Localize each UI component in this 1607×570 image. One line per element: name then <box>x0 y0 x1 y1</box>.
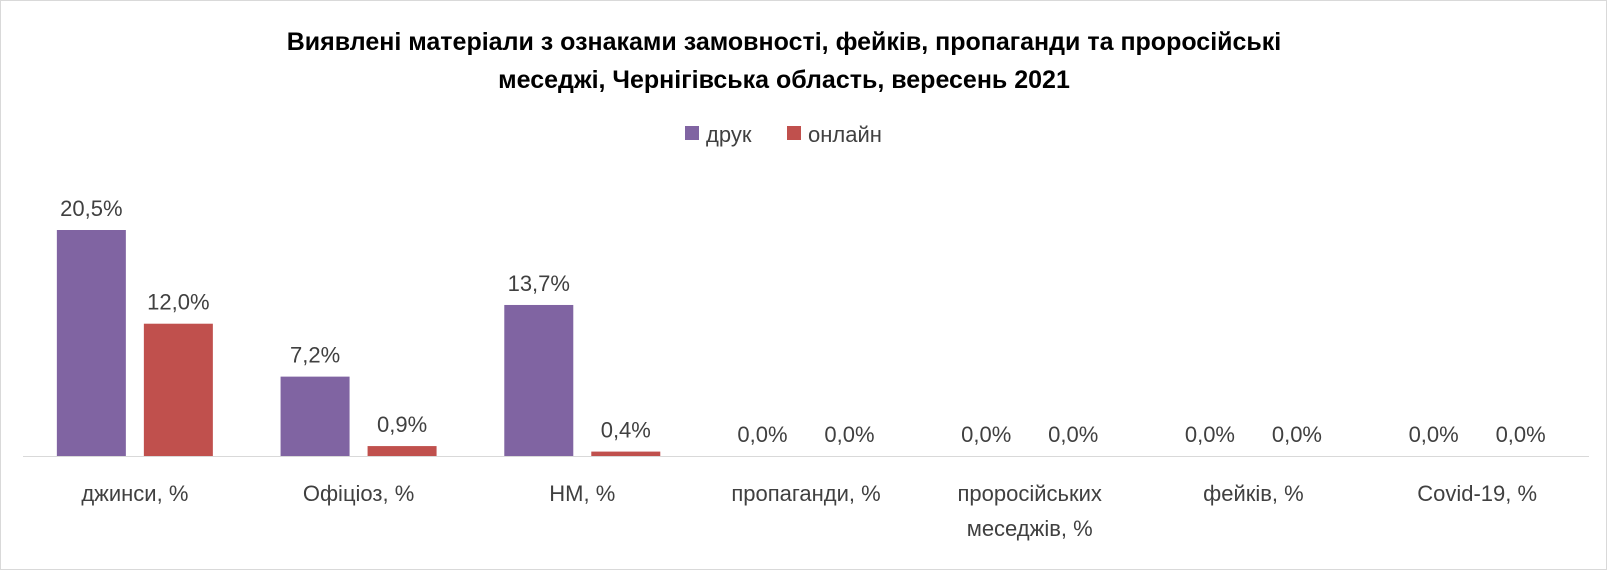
data-label-druk-2: 7,2% <box>290 343 340 368</box>
data-label-druk-1: 20,5% <box>60 196 122 221</box>
bar-druk-1 <box>56 230 126 456</box>
legend-swatch-1 <box>685 126 699 140</box>
data-label-online-5: 0,0% <box>1048 422 1098 447</box>
category-label-4: пропаганди, % <box>731 481 880 506</box>
data-labels: 20,5% 12,0% 7,2% 0,9% 13,7% 0,4% 0,0% 0,0% 0,0% 0… <box>60 196 1546 447</box>
data-label-online-6: 0,0% <box>1272 422 1322 447</box>
bar-online-3 <box>591 451 661 456</box>
chart-legend: друк онлайн <box>685 122 882 147</box>
bar-druk-2 <box>280 376 350 456</box>
data-label-druk-6: 0,0% <box>1185 422 1235 447</box>
data-label-online-4: 0,0% <box>824 422 874 447</box>
chart-title-line-2: меседжі, Чернігівська область, вересень … <box>498 66 1070 94</box>
category-label-5-line-2: меседжів, % <box>967 516 1093 541</box>
data-label-druk-3: 13,7% <box>508 271 570 296</box>
legend-label-1: друк <box>706 122 752 147</box>
category-label-5-line-1: проросійських <box>958 481 1102 506</box>
data-label-online-2: 0,9% <box>377 412 427 437</box>
data-label-online-1: 12,0% <box>147 290 209 315</box>
data-label-online-7: 0,0% <box>1496 422 1546 447</box>
data-label-online-3: 0,4% <box>601 418 651 443</box>
category-label-6: фейків, % <box>1203 481 1304 506</box>
category-label-7: Covid-19, % <box>1417 481 1537 506</box>
category-label-3: НМ, % <box>549 481 615 506</box>
category-labels: джинси, % Офіціоз, % НМ, % пропаганди, % про… <box>81 481 1537 541</box>
legend-label-2: онлайн <box>808 122 882 147</box>
bar-druk-3 <box>504 304 574 456</box>
data-label-druk-7: 0,0% <box>1409 422 1459 447</box>
chart-bars <box>56 230 661 456</box>
data-label-druk-4: 0,0% <box>737 422 787 447</box>
bar-online-2 <box>367 446 437 456</box>
bar-online-1 <box>143 323 213 456</box>
data-label-druk-5: 0,0% <box>961 422 1011 447</box>
category-label-2: Офіціоз, % <box>303 481 414 506</box>
chart-title-line-1: Виявлені матеріали з ознаками замовності… <box>287 28 1282 56</box>
chart-title: Виявлені матеріали з ознаками замовності… <box>287 28 1282 94</box>
category-label-1: джинси, % <box>81 481 188 506</box>
legend-swatch-2 <box>787 126 801 140</box>
